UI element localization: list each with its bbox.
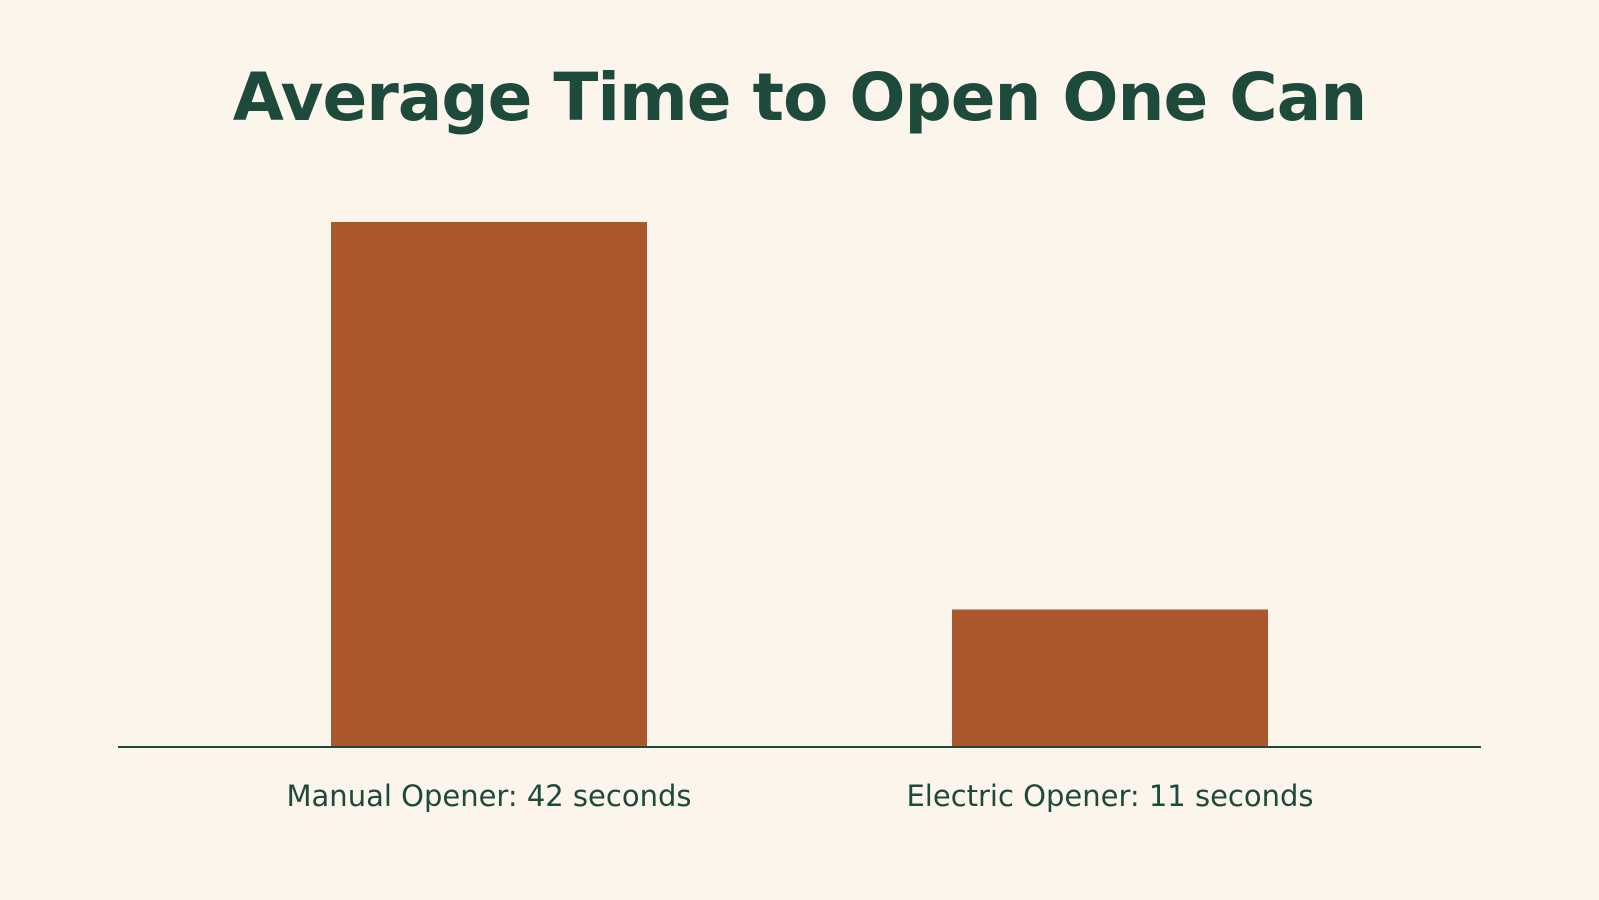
chart-title: Average Time to Open One Can xyxy=(232,59,1367,136)
category-label-manual-opener: Manual Opener: 42 seconds xyxy=(287,779,692,813)
category-label-electric-opener: Electric Opener: 11 seconds xyxy=(906,779,1313,813)
bar-electric-opener xyxy=(952,609,1268,747)
bar-manual-opener xyxy=(331,222,647,747)
category-labels-group: Manual Opener: 42 seconds Electric Opener… xyxy=(287,779,1314,813)
bars-group xyxy=(331,222,1268,747)
